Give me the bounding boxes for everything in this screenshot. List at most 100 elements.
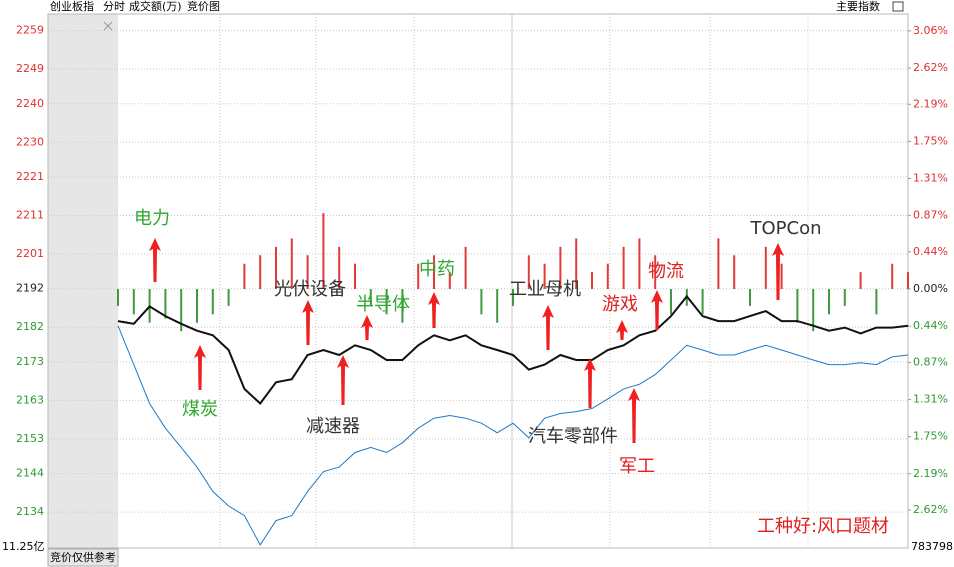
y2-tick-label: 1.31% <box>913 172 948 185</box>
strength-bar <box>591 272 593 290</box>
strength-bar <box>259 255 262 290</box>
strength-bar <box>717 238 720 290</box>
strength-bar <box>354 263 356 290</box>
strength-bar <box>670 289 672 315</box>
annotation: 电力 <box>134 208 170 229</box>
strength-bar <box>448 272 451 290</box>
arrow <box>194 345 206 390</box>
annotation: 光伏设备 <box>274 279 346 300</box>
annotation: 工业母机 <box>509 279 581 300</box>
strength-bar <box>512 289 514 306</box>
arrow <box>542 305 554 350</box>
strength-bar <box>812 289 815 332</box>
y-tick-label: 2153 <box>16 432 44 445</box>
strength-bar <box>164 289 167 319</box>
y2-tick-label: 0.87% <box>913 355 948 368</box>
annotation: 军工 <box>619 456 655 477</box>
y-tick-label: 2230 <box>16 135 44 148</box>
y-tick-label: 2182 <box>16 320 44 333</box>
strength-bar <box>764 246 767 290</box>
strength-bar <box>875 289 878 315</box>
y2-tick-label: 1.75% <box>913 430 948 443</box>
tab[interactable]: 成交额(万) <box>129 0 182 13</box>
strength-bar <box>243 263 246 290</box>
y2-tick-label: 2.62% <box>913 61 948 74</box>
strength-bar <box>480 289 483 315</box>
y2-tick-label: 2.62% <box>913 503 948 516</box>
y-tick-label: 2173 <box>16 355 44 368</box>
strength-bar <box>559 246 562 290</box>
strength-bar <box>701 289 704 315</box>
y2-tick-label: 3.06% <box>913 24 948 37</box>
y2-tick-label: 0.44% <box>913 319 948 332</box>
arrow <box>428 292 440 328</box>
close-icon[interactable] <box>103 21 113 31</box>
y-tick-label: 2249 <box>16 62 44 75</box>
annotation: 煤炭 <box>182 399 218 420</box>
strength-bar <box>543 263 546 290</box>
strength-bar <box>733 255 736 290</box>
y-tick-label: 2134 <box>16 505 44 518</box>
strength-bar <box>117 289 119 306</box>
strength-bar <box>417 263 420 290</box>
annotation: 半导体 <box>356 294 410 315</box>
strength-bar <box>322 213 325 290</box>
strength-bar <box>464 246 467 290</box>
chart-title: 创业板指 <box>50 0 94 13</box>
y-tick-label: 2259 <box>16 24 44 37</box>
arrow <box>616 320 628 340</box>
y-tick-label: 2163 <box>16 393 44 406</box>
arrow <box>302 300 314 345</box>
y2-tick-label: 0.87% <box>913 209 948 222</box>
price-line <box>117 294 909 405</box>
strength-bar <box>369 289 372 306</box>
y-tick-label: 2211 <box>16 209 44 222</box>
y-tick-label: 2240 <box>16 97 44 110</box>
price-line <box>117 325 909 546</box>
annotation: 物流 <box>648 261 684 282</box>
strength-bar <box>859 272 862 290</box>
y-tick-label: 2201 <box>16 247 44 260</box>
strength-bar <box>796 289 799 323</box>
auction-area <box>48 14 118 548</box>
strength-bar <box>527 255 530 290</box>
y2-tick-label: 0.44% <box>913 245 948 258</box>
auction-note-box <box>47 548 119 567</box>
strength-bar <box>780 263 783 290</box>
arrow <box>149 238 161 282</box>
strength-bar <box>338 246 341 290</box>
y2-tick-label: 2.19% <box>913 97 948 110</box>
strength-bar <box>433 255 435 290</box>
strength-bar <box>638 238 641 290</box>
strength-bar <box>907 272 909 290</box>
tab[interactable]: 分时 <box>103 0 125 13</box>
strength-bar <box>622 246 625 290</box>
arrow <box>584 358 596 408</box>
tab[interactable]: 竞价图 <box>187 0 220 13</box>
strength-bar <box>654 255 657 290</box>
strength-bar <box>401 289 404 323</box>
annotation: 游戏 <box>602 294 638 315</box>
strength-bar <box>575 238 578 290</box>
strength-bar <box>211 289 214 315</box>
strength-bar <box>196 289 198 323</box>
annotation: TOPCon <box>749 218 821 239</box>
strength-bar <box>227 289 230 306</box>
auction-note: 竞价仅供参考 <box>50 550 116 564</box>
annotation: 工种好:风口题材 <box>757 516 889 537</box>
menu[interactable]: 主要指数 <box>836 0 880 13</box>
annotation: 汽车零部件 <box>528 426 618 447</box>
strength-bar <box>275 246 277 290</box>
y-tick-label: 2221 <box>16 170 44 183</box>
strength-bar <box>891 263 894 290</box>
arrow <box>337 355 349 405</box>
annotation: 中药 <box>419 259 455 280</box>
annotation: 减速器 <box>306 416 360 437</box>
menu-icon[interactable] <box>892 1 904 12</box>
y-tick-label: 2192 <box>16 282 44 295</box>
bottom-right-label: 783798 <box>911 540 953 553</box>
y-tick-label: 2144 <box>16 467 44 480</box>
arrow <box>361 315 373 340</box>
strength-bar <box>180 289 183 332</box>
